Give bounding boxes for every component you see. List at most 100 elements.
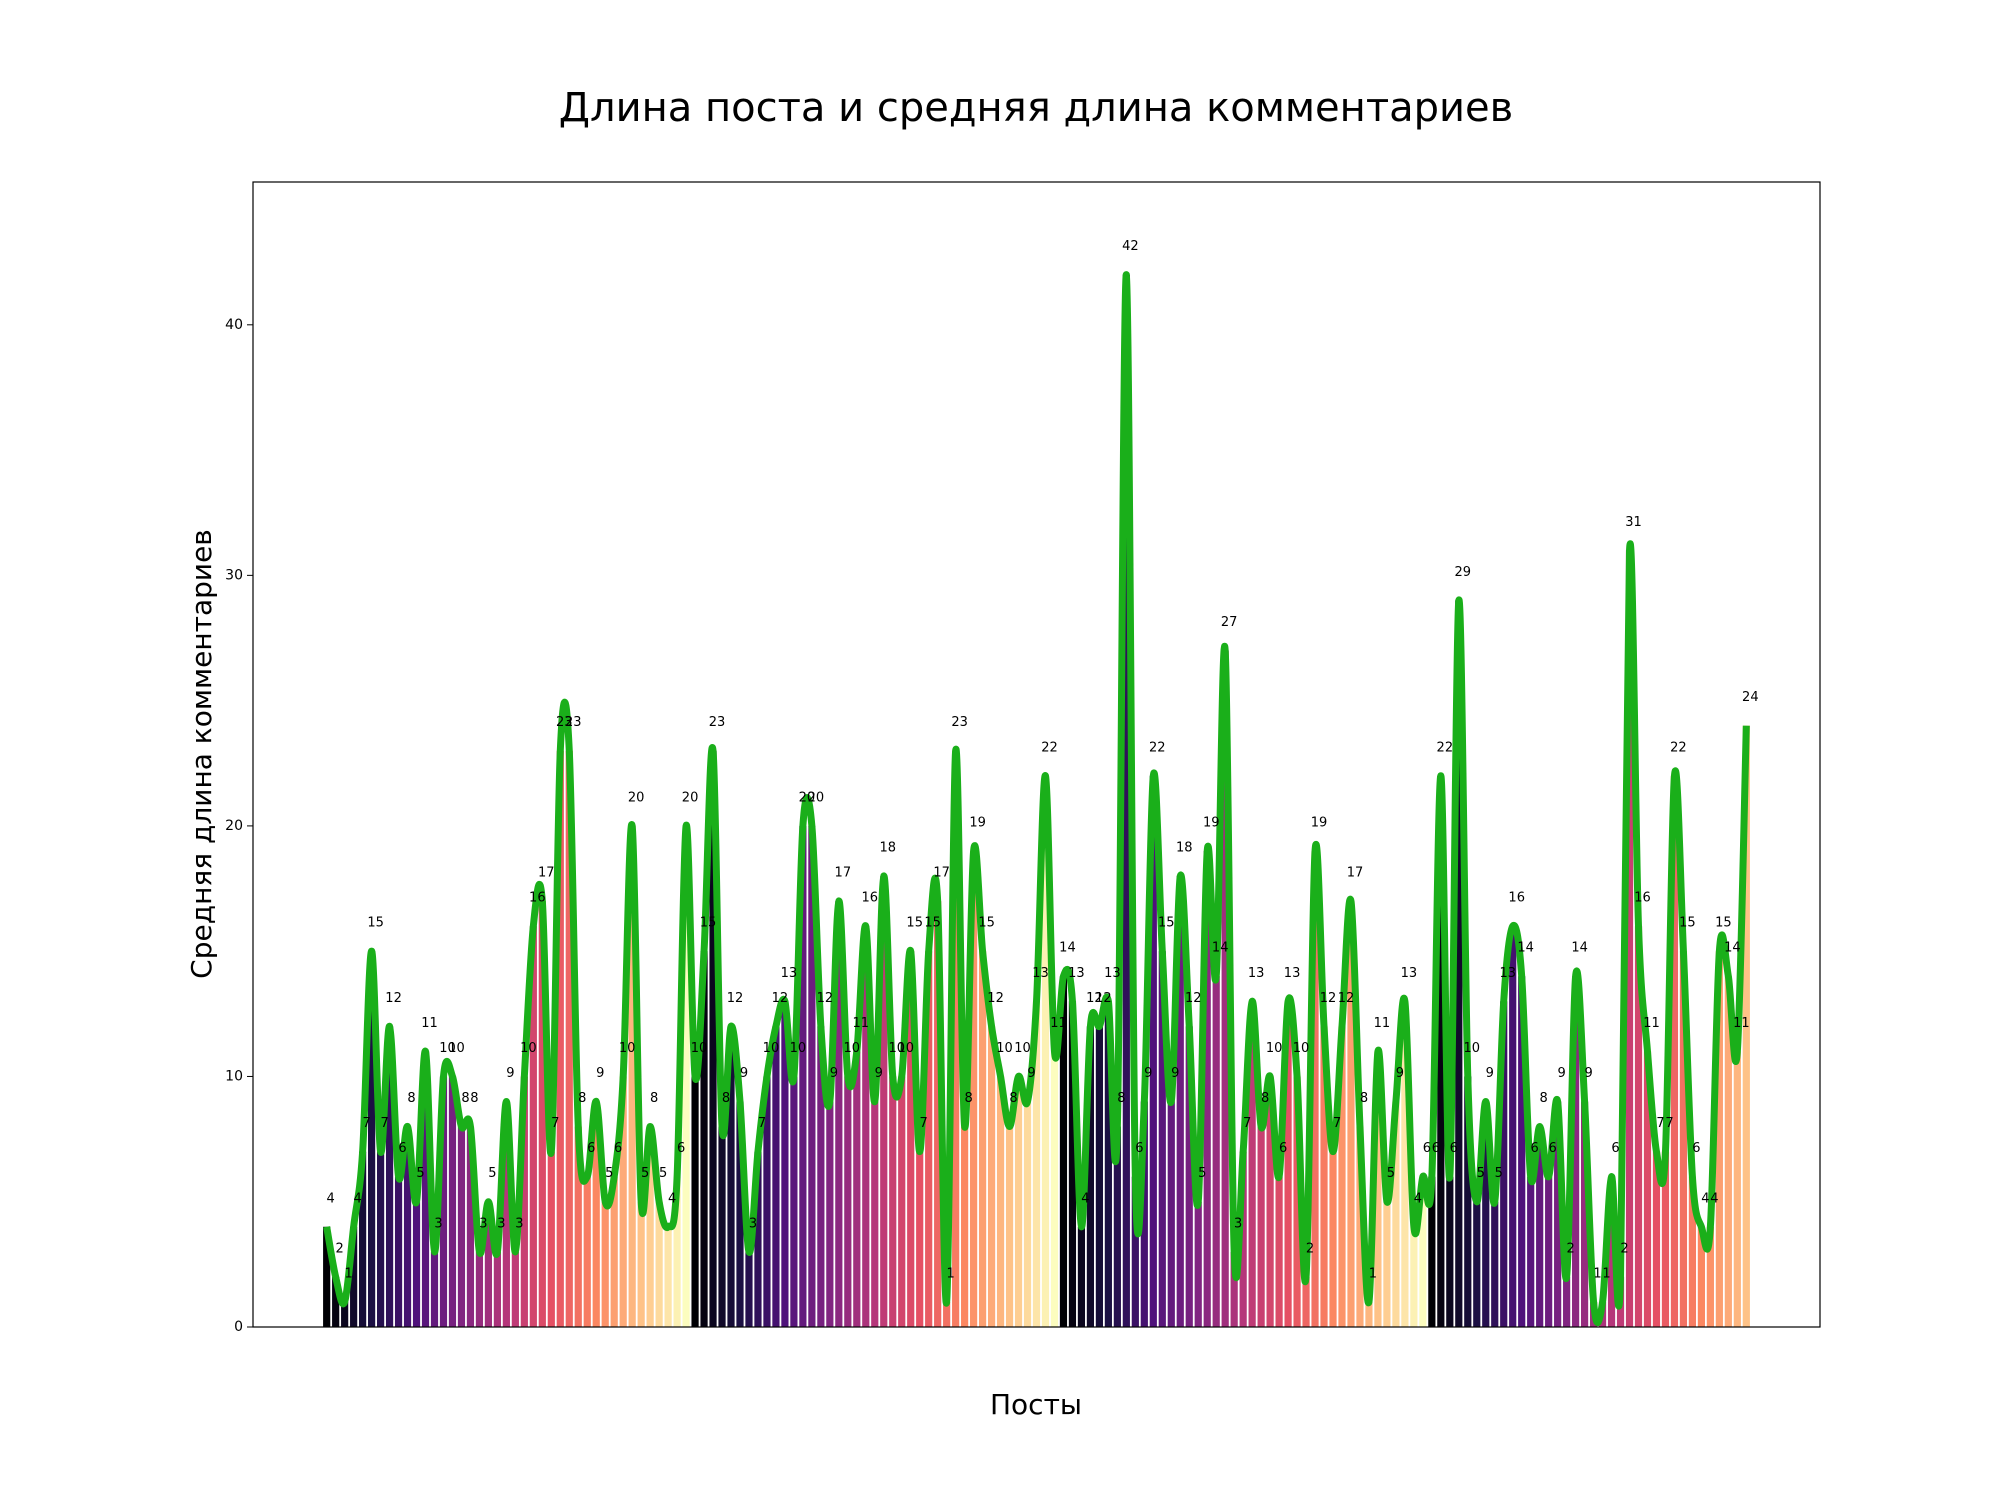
data-label: 23: [556, 715, 573, 730]
bar: [1239, 1151, 1247, 1327]
bar: [1482, 1101, 1490, 1327]
data-label: 12: [385, 991, 402, 1006]
bar: [1212, 976, 1220, 1327]
bar: [862, 926, 870, 1327]
data-label: 10: [790, 1041, 807, 1056]
bar: [736, 1101, 744, 1327]
data-label: 2: [1306, 1241, 1314, 1256]
bar: [1284, 1001, 1292, 1327]
y-tick-label: 20: [225, 818, 243, 834]
bar: [1356, 1126, 1364, 1327]
bar: [1023, 1101, 1032, 1327]
data-label: 12: [727, 991, 744, 1006]
bar: [1050, 1051, 1059, 1327]
data-label: 19: [1203, 815, 1220, 830]
bar: [574, 1126, 582, 1327]
data-label: 18: [879, 841, 896, 856]
data-label: 16: [1508, 891, 1525, 906]
data-label: 10: [619, 1041, 636, 1056]
bar: [978, 951, 987, 1327]
bar: [1473, 1201, 1481, 1327]
data-label: 15: [906, 916, 923, 931]
data-label: 23: [709, 715, 726, 730]
data-label: 6: [1279, 1141, 1287, 1156]
data-label: 6: [1531, 1141, 1539, 1156]
data-label: 15: [1715, 916, 1732, 931]
bar: [1275, 1176, 1283, 1327]
data-label: 8: [578, 1091, 586, 1106]
bar: [448, 1076, 457, 1327]
bar: [754, 1151, 762, 1327]
data-label: 7: [380, 1116, 388, 1131]
bar: [1077, 1226, 1086, 1327]
data-label: 9: [1486, 1066, 1494, 1081]
bar: [1320, 1026, 1328, 1327]
bar: [1032, 1001, 1041, 1327]
bar: [601, 1201, 609, 1327]
bar: [1742, 725, 1750, 1327]
bar: [1329, 1151, 1337, 1327]
bar: [655, 1201, 663, 1327]
data-label: 8: [1261, 1091, 1269, 1106]
bar: [907, 951, 915, 1327]
data-label: 2: [336, 1241, 344, 1256]
data-label: 16: [1634, 891, 1651, 906]
bar: [1518, 976, 1526, 1327]
data-label: 13: [1284, 966, 1301, 981]
data-label: 5: [1198, 1166, 1206, 1181]
data-label: 10: [996, 1041, 1013, 1056]
bar: [538, 901, 546, 1327]
bar: [835, 901, 843, 1327]
data-label: 3: [749, 1216, 757, 1231]
data-label: 15: [700, 916, 717, 931]
bar: [421, 1051, 430, 1327]
data-label: 3: [1234, 1216, 1242, 1231]
bar: [700, 951, 708, 1327]
bar: [1428, 1176, 1436, 1327]
bar: [682, 825, 690, 1327]
bar: [1140, 1101, 1148, 1327]
data-label: 8: [1540, 1091, 1548, 1106]
bar: [1580, 1101, 1589, 1327]
bar: [799, 825, 807, 1327]
bar: [628, 825, 636, 1327]
data-label: 8: [461, 1091, 469, 1106]
data-label: 4: [1710, 1191, 1718, 1206]
bar: [1122, 274, 1130, 1327]
data-label: 14: [1517, 941, 1534, 956]
data-label: 9: [596, 1066, 604, 1081]
bar: [916, 1151, 924, 1327]
data-label: 1: [1602, 1266, 1610, 1281]
data-label: 11: [1050, 1016, 1067, 1031]
data-label: 29: [1455, 565, 1472, 580]
data-label: 6: [1692, 1141, 1700, 1156]
data-label: 2: [1620, 1241, 1628, 1256]
data-label: 1: [947, 1266, 955, 1281]
bar: [430, 1251, 439, 1327]
bar: [592, 1101, 600, 1327]
data-label: 9: [830, 1066, 838, 1081]
plot-frame: [252, 181, 1821, 1328]
bar: [493, 1251, 501, 1327]
data-label: 5: [641, 1166, 649, 1181]
data-label: 7: [1665, 1116, 1673, 1131]
data-label: 13: [1104, 966, 1121, 981]
data-label: 9: [1171, 1066, 1179, 1081]
data-label: 4: [327, 1191, 335, 1206]
data-label: 15: [924, 916, 941, 931]
bar: [1248, 1001, 1256, 1327]
data-label: 17: [933, 866, 950, 881]
bar: [1095, 1026, 1103, 1327]
bar: [1464, 1076, 1472, 1327]
data-label: 1: [1593, 1266, 1601, 1281]
data-label: 9: [1396, 1066, 1404, 1081]
data-label: 14: [1724, 941, 1741, 956]
data-label: 8: [722, 1091, 730, 1106]
bar: [853, 1051, 861, 1327]
y-tick-label: 40: [225, 317, 243, 333]
data-label: 6: [398, 1141, 406, 1156]
bar: [1401, 1001, 1409, 1327]
bar: [1257, 1126, 1265, 1327]
bar: [1059, 976, 1068, 1327]
